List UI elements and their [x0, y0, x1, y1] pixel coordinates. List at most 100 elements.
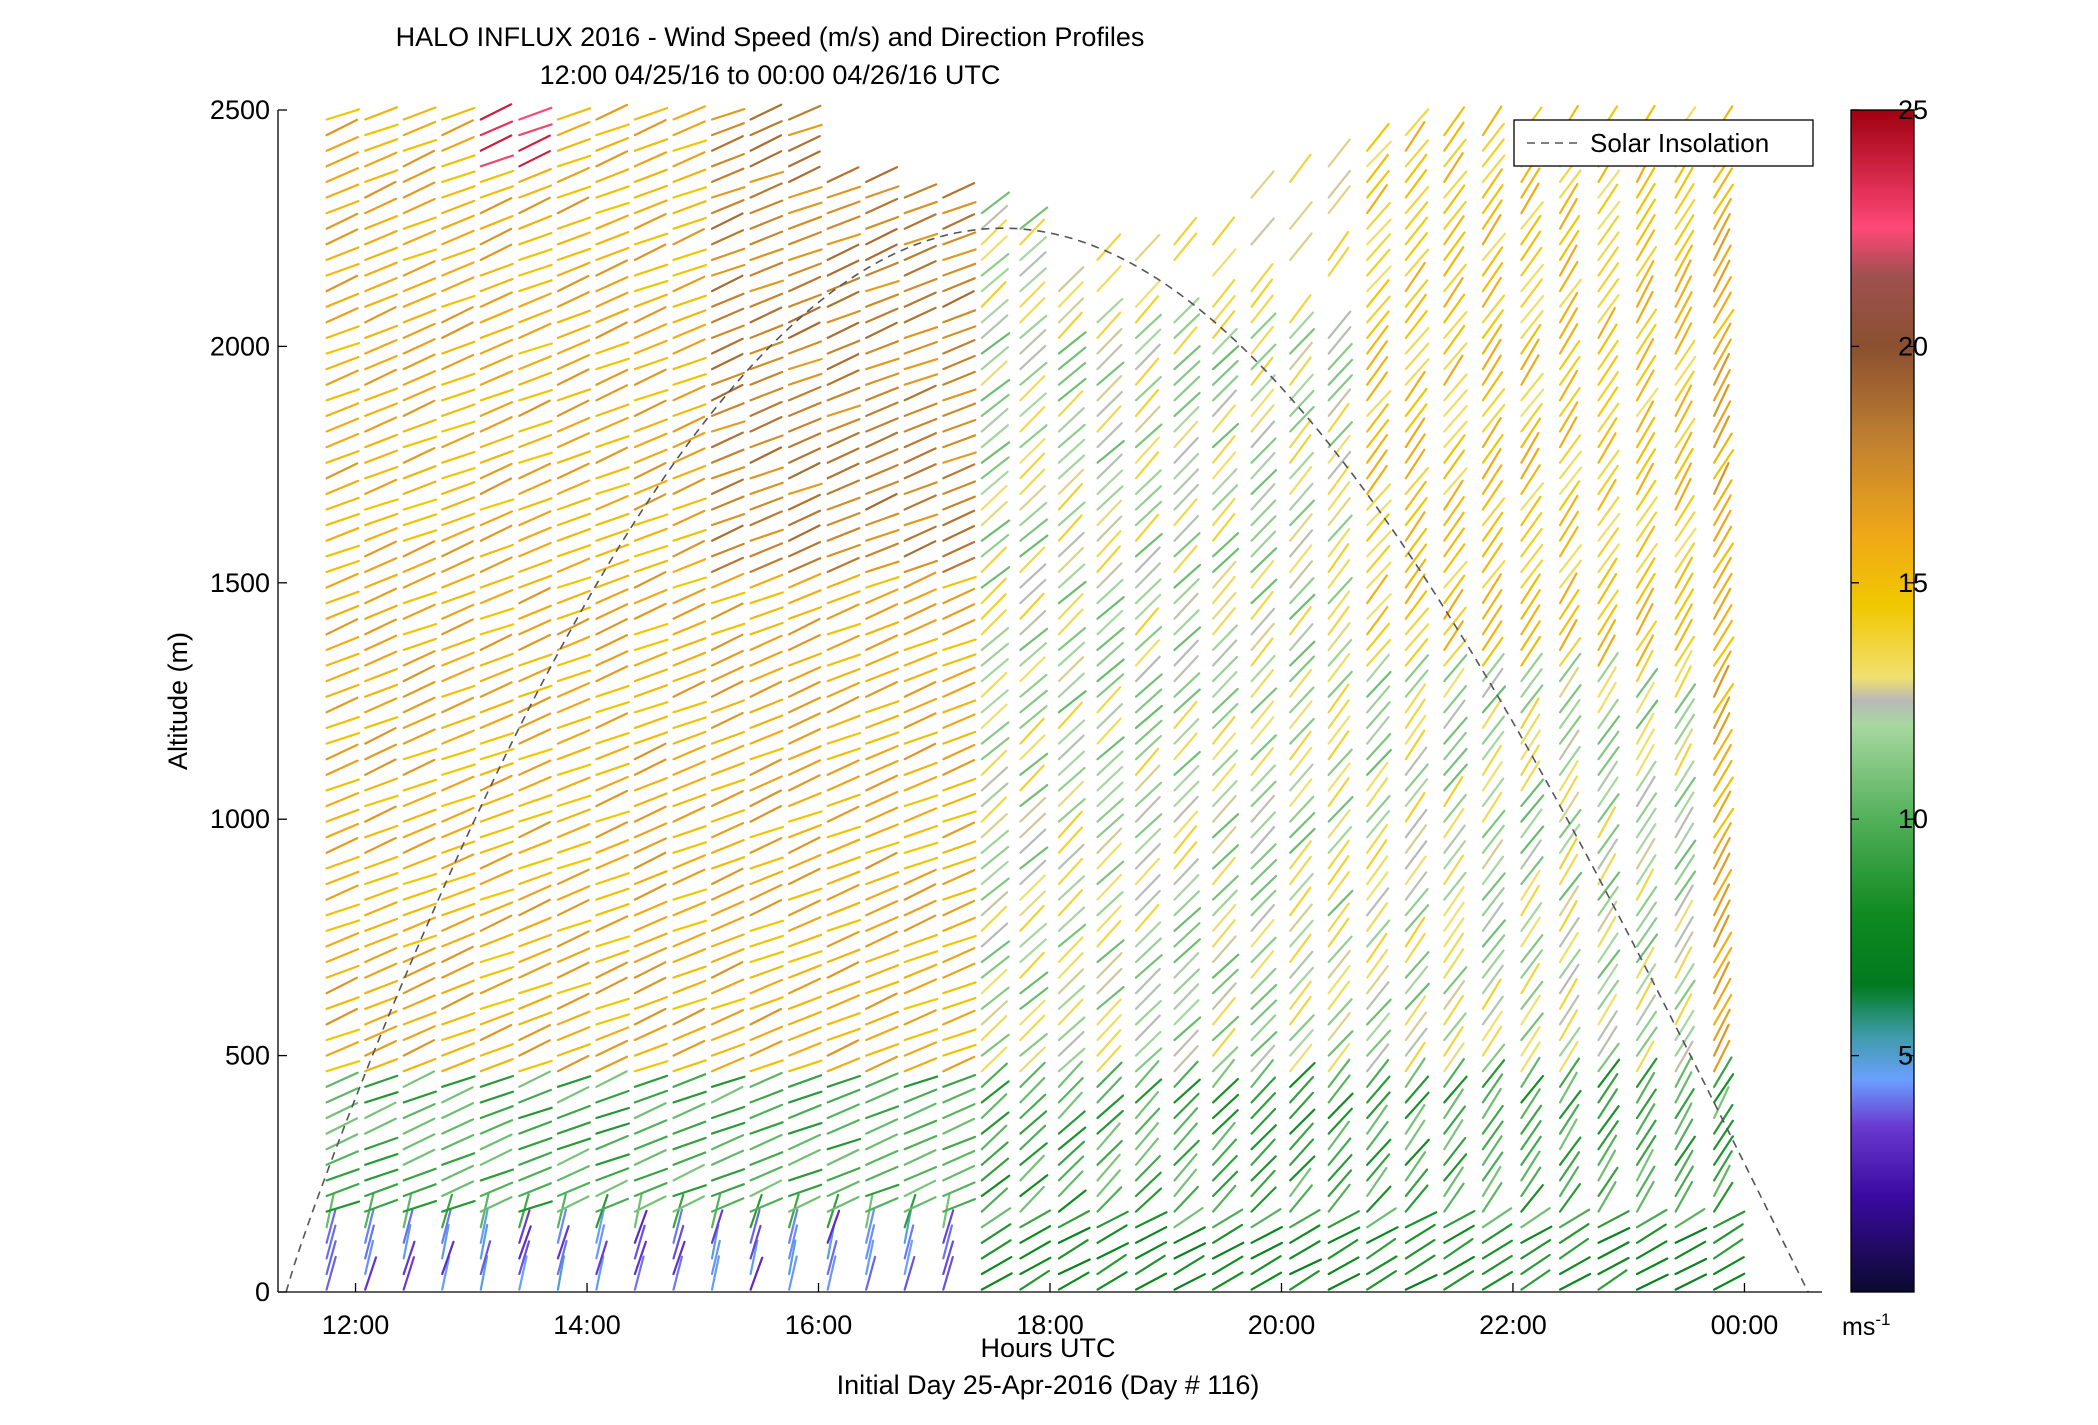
- wind-barb: [1366, 1185, 1392, 1213]
- wind-barb: [1096, 1169, 1121, 1198]
- wind-barb: [1096, 545, 1121, 574]
- wind-barb: [1057, 266, 1085, 293]
- wind-barb: [710, 353, 744, 371]
- wind-barb: [364, 618, 397, 636]
- wind-barb: [1443, 170, 1468, 199]
- wind-barb: [325, 342, 361, 355]
- wind-barb: [1173, 999, 1200, 1026]
- wind-barb: [1443, 1088, 1464, 1120]
- wind-barb: [479, 1011, 514, 1026]
- wind-barb: [787, 1074, 823, 1088]
- wind-barb: [787, 1121, 823, 1135]
- wind-barb: [1289, 1258, 1323, 1276]
- wind-barb: [518, 574, 553, 589]
- wind-barb: [1597, 1025, 1618, 1057]
- wind-barb: [787, 1104, 822, 1120]
- wind-barb: [787, 1148, 821, 1166]
- wind-barb: [865, 575, 900, 589]
- wind-barb: [441, 961, 474, 979]
- wind-barb: [1635, 400, 1655, 433]
- wind-barb: [710, 1134, 745, 1151]
- wind-barb: [1674, 1207, 1706, 1229]
- wind-barb: [595, 201, 630, 215]
- wind-barb: [1674, 1135, 1696, 1166]
- wind-barb: [1327, 481, 1351, 511]
- wind-barb: [402, 1133, 436, 1151]
- wind-barb: [942, 1224, 954, 1260]
- wind-barb: [1327, 342, 1353, 371]
- wind-barb: [402, 292, 437, 308]
- wind-barb: [1134, 513, 1160, 542]
- wind-barb: [1250, 452, 1276, 480]
- wind-barb: [402, 435, 438, 449]
- wind-barb: [1443, 667, 1465, 698]
- wind-barb: [1635, 1010, 1658, 1042]
- wind-barb: [826, 1209, 841, 1244]
- wind-barb: [633, 602, 667, 620]
- wind-barb: [595, 684, 630, 698]
- wind-barb: [1597, 979, 1620, 1010]
- wind-barb: [672, 1073, 707, 1088]
- wind-barb: [710, 167, 745, 183]
- wind-barb: [479, 462, 513, 480]
- wind-barb: [325, 1182, 360, 1198]
- wind-barb: [672, 637, 707, 652]
- wind-barb: [325, 1071, 359, 1088]
- wind-barb: [1250, 1031, 1278, 1057]
- wind-barb: [1597, 730, 1620, 761]
- wind-barb: [1366, 823, 1389, 854]
- wind-barb: [1289, 966, 1315, 995]
- wind-barb: [1481, 246, 1504, 277]
- wind-barb: [1558, 994, 1580, 1026]
- wind-barb: [1712, 790, 1732, 823]
- wind-barb: [903, 291, 937, 308]
- wind-barb: [1250, 700, 1275, 730]
- wind-barb: [1173, 592, 1199, 620]
- wind-barb: [518, 633, 552, 652]
- wind-barb: [1712, 244, 1732, 277]
- wind-barb: [1481, 1043, 1506, 1073]
- wind-barb: [1712, 509, 1732, 542]
- wind-barb: [826, 731, 862, 745]
- wind-barb: [1674, 1149, 1694, 1182]
- wind-barb: [1558, 791, 1580, 823]
- wind-barb: [1327, 434, 1351, 464]
- wind-barb: [325, 512, 360, 527]
- wind-barb: [1134, 1254, 1166, 1276]
- wind-barb: [1558, 307, 1579, 339]
- wind-barb: [1597, 417, 1618, 449]
- wind-barb: [903, 232, 939, 246]
- wind-barb: [1327, 949, 1351, 979]
- wind-barb: [1173, 810, 1199, 839]
- wind-barb: [826, 793, 861, 808]
- wind-barb: [595, 997, 631, 1010]
- wind-barb: [710, 292, 745, 308]
- wind-barb: [1250, 859, 1278, 886]
- wind-barb: [364, 433, 398, 449]
- wind-barb: [479, 1105, 514, 1120]
- wind-barb: [1173, 375, 1201, 402]
- wind-barb: [518, 1200, 553, 1213]
- wind-barb: [1211, 532, 1240, 558]
- wind-barb: [1635, 743, 1655, 776]
- wind-barb: [1134, 405, 1161, 433]
- wind-barb: [1712, 400, 1732, 433]
- wind-barb: [1520, 902, 1543, 932]
- wind-barb: [1366, 1138, 1392, 1166]
- wind-barb: [980, 782, 1009, 808]
- wind-barb: [1250, 794, 1276, 823]
- wind-barb: [749, 400, 783, 417]
- wind-barb: [903, 731, 939, 745]
- wind-barb: [479, 277, 514, 293]
- wind-barb: [479, 120, 514, 137]
- wind-barb: [1558, 698, 1581, 730]
- wind-barb: [479, 524, 513, 542]
- wind-barb: [1443, 373, 1468, 402]
- wind-barb: [1712, 993, 1733, 1026]
- wind-barb: [1481, 214, 1502, 246]
- wind-barb: [1366, 1255, 1398, 1276]
- wind-barb: [1096, 361, 1125, 386]
- wind-barb: [1520, 310, 1544, 339]
- wind-barb: [710, 711, 744, 730]
- wind-barb: [1366, 184, 1388, 215]
